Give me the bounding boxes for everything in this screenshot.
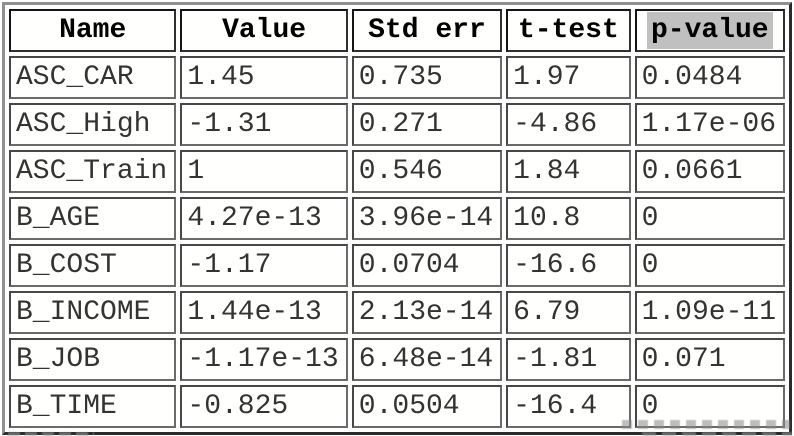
table-cell: 0.546 [351, 150, 503, 193]
table-row: B_TIME -0.825 0.0504 -16.4 0 [9, 385, 785, 428]
table-cell: 0.0504 [351, 385, 503, 428]
table-cell: 4.27e-13 [180, 197, 348, 240]
table-cell: 0.271 [351, 103, 503, 146]
table-cell: 0.0661 [634, 150, 785, 193]
header-label: Name [59, 15, 127, 46]
column-header-p-value: p-value [634, 9, 785, 52]
parameter-name-cell: B_JOB [9, 338, 177, 381]
table-row: B_INCOME 1.44e-13 2.13e-14 6.79 1.09e-11 [9, 291, 785, 334]
table-row: ASC_High -1.31 0.271 -4.86 1.17e-06 [9, 103, 785, 146]
table-cell: -16.6 [506, 244, 631, 287]
table-cell: -1.31 [180, 103, 348, 146]
table-cell: 1.45 [180, 56, 348, 99]
column-header-name: Name [9, 9, 177, 52]
table-cell: 0.735 [351, 56, 503, 99]
table-cell: 0.0704 [351, 244, 503, 287]
header-label: t-test [517, 15, 619, 46]
table-row: B_AGE 4.27e-13 3.96e-14 10.8 0 [9, 197, 785, 240]
parameter-name-cell: B_INCOME [9, 291, 177, 334]
table-cell: 1.97 [506, 56, 631, 99]
column-header-t-test: t-test [506, 9, 631, 52]
table-cell: -1.17e-13 [180, 338, 348, 381]
header-label: Value [222, 15, 307, 46]
table-cell: 2.13e-14 [351, 291, 503, 334]
table-cell: 0 [634, 244, 785, 287]
table-header: Name Value Std err t-test p-value [9, 9, 785, 52]
table-cell: 0.0484 [634, 56, 785, 99]
table-cell: 3.96e-14 [351, 197, 503, 240]
table-row: ASC_CAR 1.45 0.735 1.97 0.0484 [9, 56, 785, 99]
table-cell: 1.84 [506, 150, 631, 193]
table-cell: -1.81 [506, 338, 631, 381]
parameter-name-cell: ASC_Train [9, 150, 177, 193]
table-row: B_JOB -1.17e-13 6.48e-14 -1.81 0.071 [9, 338, 785, 381]
header-row: Name Value Std err t-test p-value [9, 9, 785, 52]
table-cell: -4.86 [506, 103, 631, 146]
highlighted-header-label: p-value [646, 12, 773, 49]
table-body: ASC_CAR 1.45 0.735 1.97 0.0484 ASC_High -1.31 0… [9, 56, 785, 428]
table-cell: -16.4 [506, 385, 631, 428]
parameter-name-cell: ASC_CAR [9, 56, 177, 99]
table-row: ASC_Train 1 0.546 1.84 0.0661 [9, 150, 785, 193]
parameter-name-cell: ASC_High [9, 103, 177, 146]
parameter-name-cell: B_TIME [9, 385, 177, 428]
column-header-std-err: Std err [351, 9, 503, 52]
table-row: B_COST -1.17 0.0704 -16.6 0 [9, 244, 785, 287]
table-cell: -0.825 [180, 385, 348, 428]
table-cell: 0 [634, 197, 785, 240]
parameter-name-cell: B_COST [9, 244, 177, 287]
table-cell: 1.17e-06 [634, 103, 785, 146]
table-cell: 1 [180, 150, 348, 193]
parameter-name-cell: B_AGE [9, 197, 177, 240]
table-cell: 0 [634, 385, 785, 428]
header-label: Std err [368, 15, 486, 46]
table-cell: 1.44e-13 [180, 291, 348, 334]
column-header-value: Value [180, 9, 348, 52]
table-cell: 6.48e-14 [351, 338, 503, 381]
table-cell: 10.8 [506, 197, 631, 240]
table-cell: 1.09e-11 [634, 291, 785, 334]
table-cell: 0.071 [634, 338, 785, 381]
table-cell: -1.17 [180, 244, 348, 287]
table-cell: 6.79 [506, 291, 631, 334]
